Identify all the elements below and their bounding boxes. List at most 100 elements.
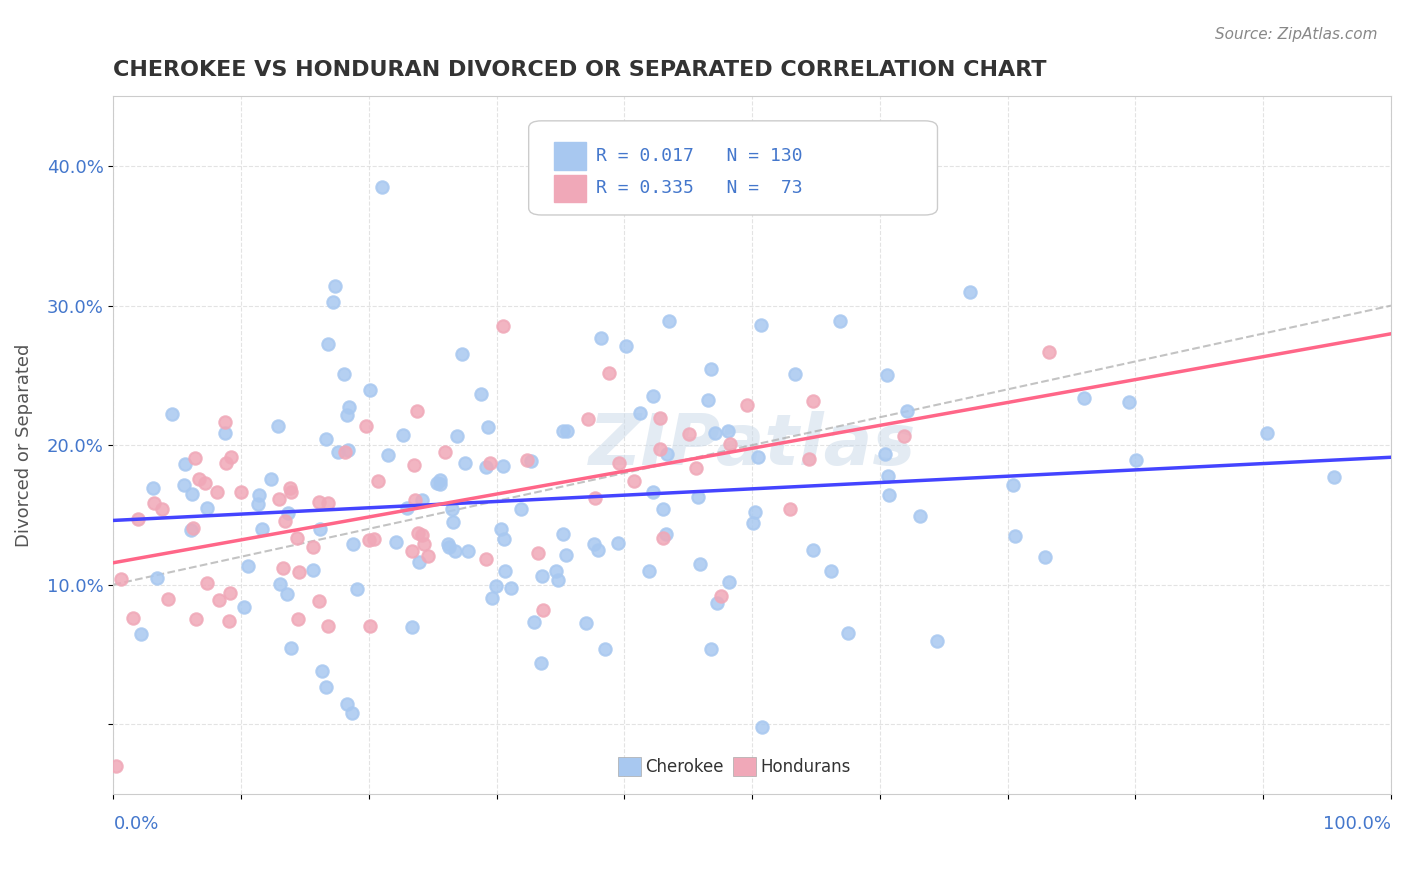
Point <box>402 458 425 473</box>
Point <box>527 546 550 560</box>
Point <box>1038 345 1060 359</box>
Point <box>396 500 419 515</box>
Point <box>336 697 359 711</box>
Point <box>333 445 356 459</box>
Point <box>332 368 354 382</box>
Point <box>583 491 606 505</box>
Point <box>129 627 152 641</box>
Point <box>391 428 413 442</box>
Point <box>184 612 207 626</box>
Point <box>509 501 531 516</box>
Point <box>1073 392 1095 406</box>
Point <box>582 537 605 551</box>
Point <box>336 408 359 422</box>
Point <box>828 314 851 328</box>
Point <box>685 461 707 475</box>
Point <box>454 456 477 470</box>
Point <box>607 456 630 470</box>
Point <box>429 477 451 491</box>
Point <box>359 619 381 633</box>
Point <box>735 398 758 412</box>
Point <box>412 537 434 551</box>
Point <box>606 535 628 549</box>
Text: 0.0%: 0.0% <box>114 814 159 833</box>
Point <box>494 564 516 578</box>
Point <box>1125 453 1147 467</box>
Point <box>531 603 554 617</box>
Point <box>896 403 918 417</box>
Point <box>302 563 325 577</box>
Point <box>783 367 806 381</box>
Point <box>481 591 503 605</box>
Point <box>367 475 389 489</box>
Point <box>342 537 364 551</box>
Point <box>779 501 801 516</box>
Point <box>346 582 368 597</box>
Point <box>441 515 464 529</box>
Point <box>451 347 474 361</box>
Point <box>274 515 297 529</box>
Point <box>359 383 381 397</box>
Point <box>302 540 325 554</box>
Point <box>516 453 538 467</box>
Point <box>648 442 671 456</box>
Point <box>475 460 498 475</box>
Point <box>215 456 238 470</box>
Text: Cherokee: Cherokee <box>645 757 724 776</box>
Point <box>799 452 821 467</box>
Point <box>925 634 948 648</box>
Point <box>1004 528 1026 542</box>
Point <box>401 544 423 558</box>
Point <box>553 424 575 438</box>
Point <box>877 469 900 483</box>
Point <box>440 502 463 516</box>
Point <box>959 285 981 300</box>
Point <box>287 612 309 626</box>
Point <box>704 426 727 441</box>
Point <box>267 492 290 507</box>
Point <box>232 600 254 615</box>
Point <box>718 437 741 451</box>
Point <box>157 591 180 606</box>
Text: ZIPatlas: ZIPatlas <box>589 410 915 480</box>
Point <box>219 585 242 599</box>
FancyBboxPatch shape <box>529 120 938 215</box>
Point <box>1033 550 1056 565</box>
Point <box>280 640 302 655</box>
Point <box>250 522 273 536</box>
Point <box>651 531 673 545</box>
Point <box>377 448 399 462</box>
Point <box>478 456 501 470</box>
Point <box>437 540 460 554</box>
Point <box>837 625 859 640</box>
Point <box>598 366 620 380</box>
Point <box>246 497 269 511</box>
Point <box>205 485 228 500</box>
Point <box>523 615 546 629</box>
Point <box>259 472 281 486</box>
Point <box>408 555 430 569</box>
Point <box>269 577 291 591</box>
Point <box>628 406 651 420</box>
Point <box>477 420 499 434</box>
Point <box>371 180 394 194</box>
Point <box>591 331 613 345</box>
Point <box>751 720 773 734</box>
Point <box>142 481 165 495</box>
Point <box>474 552 496 566</box>
Point <box>104 759 127 773</box>
Point <box>546 564 568 578</box>
Point <box>193 475 215 490</box>
Text: Source: ZipAtlas.com: Source: ZipAtlas.com <box>1215 27 1378 42</box>
Point <box>181 521 204 535</box>
Point <box>651 502 673 516</box>
Point <box>316 618 339 632</box>
Text: R = 0.017   N = 130: R = 0.017 N = 130 <box>596 146 803 165</box>
Point <box>741 516 763 530</box>
Text: 100.0%: 100.0% <box>1323 814 1391 833</box>
Point <box>433 445 456 459</box>
Point <box>309 522 332 536</box>
Point <box>401 620 423 634</box>
Point <box>308 494 330 508</box>
Point <box>238 559 260 574</box>
